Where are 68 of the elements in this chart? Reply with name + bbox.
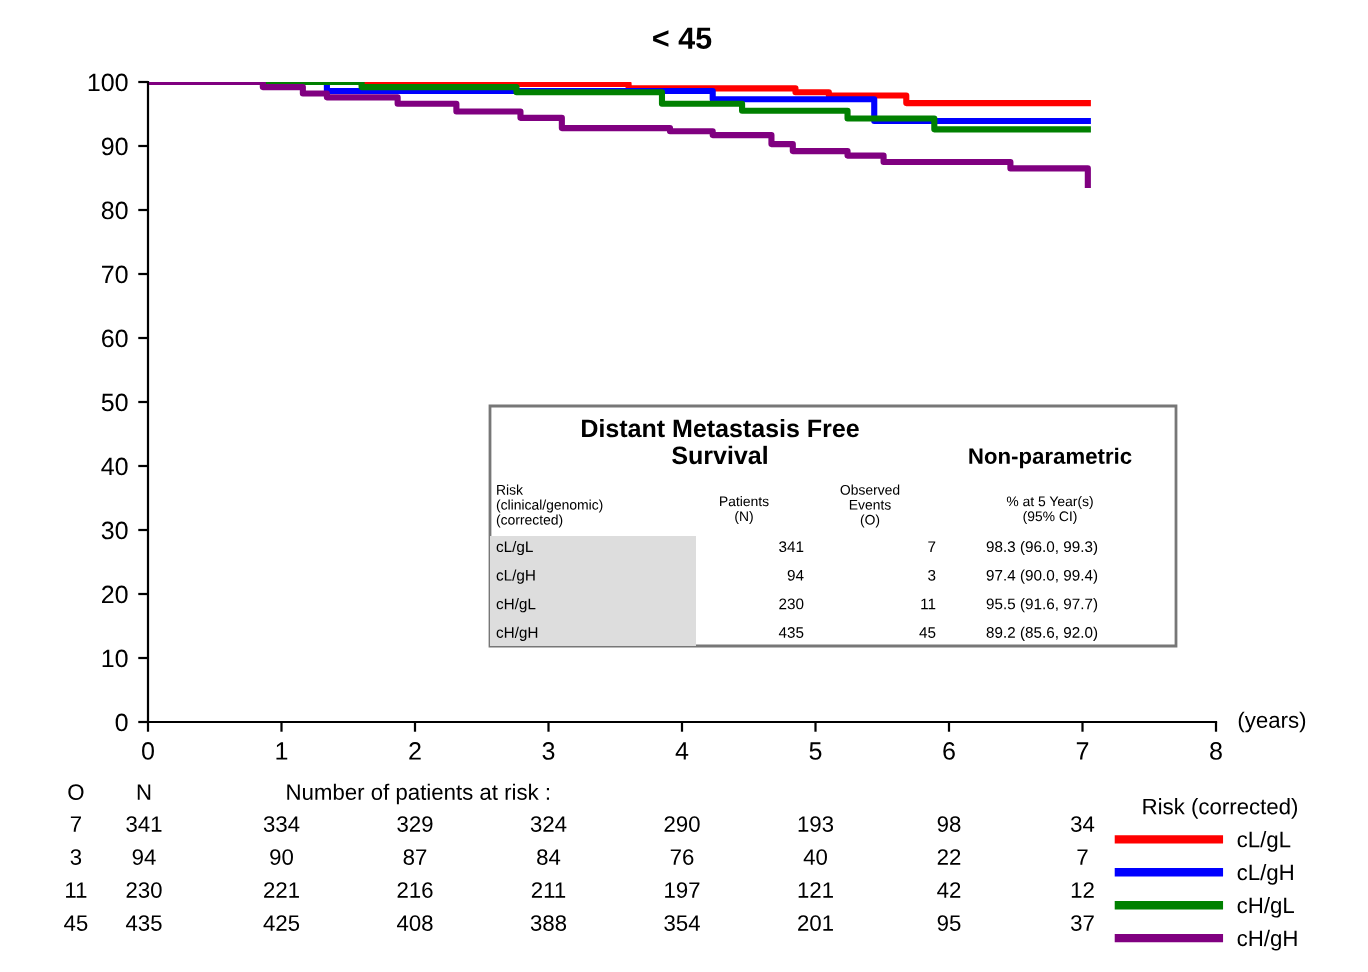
y-tick-label: 60 xyxy=(102,329,128,348)
text: 7 xyxy=(1077,849,1088,865)
y-tick-label: 50 xyxy=(101,393,128,412)
text: 11 xyxy=(66,882,87,898)
y-tick-label: 90 xyxy=(101,137,128,156)
x-tick-label: 6 xyxy=(943,742,955,760)
text: 90 xyxy=(270,849,293,865)
y-tick-label: 10 xyxy=(102,649,128,668)
text: 354 xyxy=(664,915,700,931)
text: 230 xyxy=(126,882,162,898)
x-tick-label: 4 xyxy=(675,742,689,760)
text: 12 xyxy=(1071,882,1094,898)
text: 211 xyxy=(531,882,566,898)
y-tick-label: 80 xyxy=(101,201,128,220)
text: 42 xyxy=(937,882,961,898)
text: 216 xyxy=(397,882,433,898)
x-tick-label: 3 xyxy=(542,742,555,760)
text: 87 xyxy=(403,849,427,865)
y-tick-label: 20 xyxy=(102,585,128,604)
text: 22 xyxy=(937,849,961,865)
x-tick-label: 0 xyxy=(142,742,154,760)
text: 76 xyxy=(670,849,694,865)
annotation: Distant Metastasis Free Survival xyxy=(582,418,859,465)
text: 329 xyxy=(397,816,433,832)
x-axis-title: (years) xyxy=(1238,711,1306,733)
annotation: Non-parametric xyxy=(969,447,1132,469)
text: 193 xyxy=(798,816,834,832)
text: 197 xyxy=(665,882,700,898)
x-tick-label: 7 xyxy=(1076,742,1089,760)
legend-label: cL/gH xyxy=(1237,863,1293,885)
legend-label: cH/gH xyxy=(1237,929,1297,951)
text: 121 xyxy=(798,882,833,898)
legend-label: cL/gL xyxy=(1237,831,1291,852)
x-tick-label: 5 xyxy=(809,742,822,760)
text: 34 xyxy=(1070,816,1095,832)
text: 95 xyxy=(937,915,961,931)
text: 290 xyxy=(664,816,700,832)
text: 40 xyxy=(803,849,827,865)
text: O xyxy=(68,784,84,800)
y-tick-label: 0 xyxy=(115,713,128,732)
text: 45 xyxy=(64,915,88,931)
text: 425 xyxy=(263,915,300,931)
text: 98 xyxy=(937,816,961,832)
text: 324 xyxy=(530,816,567,832)
text: N xyxy=(137,784,151,800)
text: 94 xyxy=(132,849,156,865)
text: 7 xyxy=(70,816,81,832)
y-tick-label: 100 xyxy=(88,73,128,92)
legend-label: cH/gL xyxy=(1237,896,1294,918)
text: 221 xyxy=(264,882,299,898)
text: 388 xyxy=(530,915,567,931)
text: 201 xyxy=(798,915,833,931)
text: 408 xyxy=(396,915,433,931)
y-tick-label: 70 xyxy=(102,265,128,284)
x-tick-label: 1 xyxy=(276,742,288,760)
x-tick-label: 8 xyxy=(1210,742,1222,760)
y-tick-label: 40 xyxy=(101,457,128,476)
y-tick-label: 30 xyxy=(101,521,128,540)
text: 341 xyxy=(126,816,162,832)
x-tick-label: 2 xyxy=(409,742,421,760)
text: Number of patients at risk : xyxy=(287,783,550,805)
legend-title: Risk (corrected) xyxy=(1143,798,1298,819)
text: 334 xyxy=(263,816,300,832)
text: 3 xyxy=(70,849,82,865)
chart-title: < 45 xyxy=(653,27,712,49)
text: 435 xyxy=(125,915,162,931)
text: 84 xyxy=(537,849,561,865)
text: 37 xyxy=(1070,915,1094,931)
